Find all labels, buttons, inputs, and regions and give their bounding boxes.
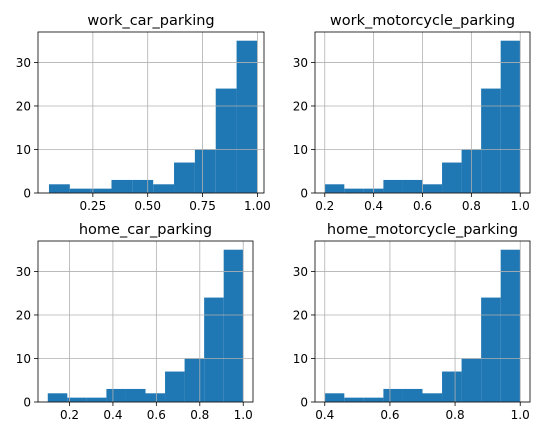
y-tick-label: 30 <box>16 56 31 70</box>
histogram-bar <box>500 249 521 402</box>
x-axis: 0.2 0.4 0.6 0.8 1.0 <box>60 402 253 422</box>
y-tick-label: 10 <box>293 352 308 366</box>
histogram-bar <box>383 388 403 402</box>
y-tick-label: 20 <box>293 308 308 322</box>
x-tick-label: 0.50 <box>134 199 161 213</box>
x-tick-label: 1.0 <box>511 408 530 422</box>
histogram-bar <box>132 179 154 193</box>
x-axis: 0.4 0.6 0.8 1.0 <box>315 402 530 422</box>
y-tick-label: 0 <box>300 396 308 410</box>
x-tick-label: 0.4 <box>364 199 383 213</box>
y-tick-label: 30 <box>293 265 308 279</box>
y-tick-label: 20 <box>16 99 31 113</box>
y-tick-label: 20 <box>293 99 308 113</box>
x-tick-label: 0.75 <box>189 199 216 213</box>
x-axis: 0.25 0.50 0.75 1.00 <box>79 193 271 213</box>
histogram-bar <box>481 88 501 193</box>
x-tick-label: 0.4 <box>103 408 122 422</box>
x-tick-label: 0.8 <box>446 408 465 422</box>
x-tick-label: 0.6 <box>413 199 432 213</box>
y-axis: 0 10 20 30 <box>16 56 38 201</box>
histogram-bar <box>204 297 224 402</box>
histogram-bar <box>106 388 126 402</box>
histogram-bar <box>344 397 364 402</box>
histogram-bar <box>422 393 443 402</box>
grid <box>315 32 530 194</box>
histogram-bar <box>125 388 146 402</box>
x-axis: 0.2 0.4 0.6 0.8 1.0 <box>315 193 530 213</box>
histogram-bar <box>223 249 244 402</box>
panel-title: home_motorcycle_parking <box>327 222 518 238</box>
histogram-bar <box>383 179 403 193</box>
y-tick-label: 30 <box>293 56 308 70</box>
y-axis: 0 10 20 30 <box>293 265 315 410</box>
histogram-bar <box>236 40 258 194</box>
histogram-bar <box>174 162 195 193</box>
histogram-bar <box>363 397 384 402</box>
histogram-bar <box>69 188 91 193</box>
x-tick-label: 0.6 <box>147 408 166 422</box>
bars <box>47 249 244 402</box>
histogram-bar <box>442 371 462 402</box>
histogram-bar <box>47 393 68 402</box>
y-tick-label: 10 <box>16 143 31 157</box>
axes-frame <box>37 240 254 403</box>
panel-home-car-parking: home_car_parking 0.2 0.4 0.6 0.8 1.0 0 10 20 30 <box>16 222 254 422</box>
panel-title: home_car_parking <box>79 222 212 238</box>
histogram-bar <box>402 388 423 402</box>
axes-frame <box>37 31 265 194</box>
bars <box>324 40 521 194</box>
histogram-bar <box>184 358 205 402</box>
histogram-bar <box>344 188 364 193</box>
histogram-bar <box>324 393 345 402</box>
x-tick-label: 1.0 <box>511 199 530 213</box>
x-tick-label: 1.00 <box>244 199 271 213</box>
histogram-bar <box>67 397 87 402</box>
histogram-bar <box>86 397 107 402</box>
histogram-bar <box>145 393 166 402</box>
x-tick-label: 0.2 <box>315 199 334 213</box>
panel-home-motorcycle-parking: home_motorcycle_parking 0.4 0.6 0.8 1.0 0 10 2… <box>293 222 531 422</box>
y-tick-label: 0 <box>300 187 308 201</box>
x-tick-label: 0.2 <box>60 408 79 422</box>
histogram-bar <box>500 40 521 194</box>
bars <box>324 249 521 402</box>
x-tick-label: 0.8 <box>462 199 481 213</box>
histogram-bar <box>165 371 185 402</box>
histogram-bar <box>153 184 175 193</box>
bars <box>48 40 258 194</box>
panel-work-car-parking: work_car_parking 0.25 0.50 0.75 1.00 0 10 20 30 <box>16 13 271 213</box>
y-tick-label: 0 <box>23 187 31 201</box>
panel-title: work_car_parking <box>87 13 214 29</box>
x-tick-label: 0.4 <box>315 408 334 422</box>
histogram-bar <box>461 358 482 402</box>
y-tick-label: 10 <box>293 143 308 157</box>
x-tick-label: 0.8 <box>190 408 209 422</box>
y-tick-label: 20 <box>16 308 31 322</box>
histogram-bar <box>194 149 216 193</box>
y-tick-label: 0 <box>23 396 31 410</box>
histogram-bar <box>422 184 443 193</box>
histogram-bar <box>111 179 133 193</box>
histogram-bar <box>215 88 237 193</box>
axes-frame <box>314 240 531 403</box>
panel-title: work_motorcycle_parking <box>330 13 515 29</box>
x-tick-label: 0.6 <box>380 408 399 422</box>
y-axis: 0 10 20 30 <box>293 56 315 201</box>
x-tick-label: 1.0 <box>234 408 253 422</box>
histogram-bar <box>442 162 462 193</box>
histogram-bar <box>48 184 70 193</box>
y-tick-label: 10 <box>16 352 31 366</box>
histogram-bar <box>324 184 345 193</box>
histogram-bar <box>402 179 423 193</box>
y-axis: 0 10 20 30 <box>16 265 38 410</box>
histogram-bar <box>481 297 501 402</box>
x-tick-label: 0.25 <box>79 199 106 213</box>
histogram-bar <box>90 188 112 193</box>
panel-work-motorcycle-parking: work_motorcycle_parking 0.2 0.4 0.6 0.8 1.00… <box>293 13 531 213</box>
y-tick-label: 30 <box>16 265 31 279</box>
